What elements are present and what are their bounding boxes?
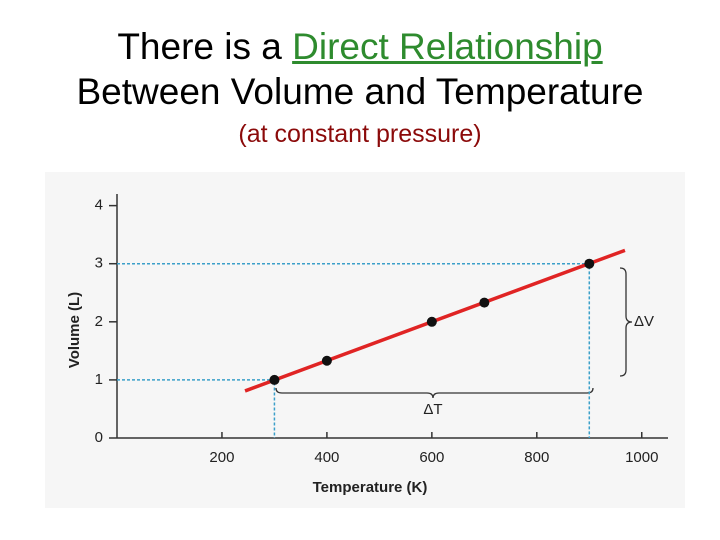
x-axis-label: Temperature (K) — [313, 479, 428, 496]
plot-background — [45, 172, 685, 508]
data-point — [321, 355, 332, 366]
y-tick-label: 1 — [95, 371, 103, 388]
data-point — [269, 374, 280, 385]
title: There is a Direct Relationship Between Vo… — [0, 24, 720, 114]
data-point — [426, 316, 437, 327]
y-tick-label: 0 — [95, 429, 103, 446]
title-text: There is a — [117, 26, 282, 67]
annotation: ΔV — [634, 313, 654, 330]
title-highlight: Direct Relationship — [292, 26, 603, 67]
y-tick-label: 3 — [95, 255, 103, 272]
x-tick-label: 400 — [314, 449, 339, 466]
x-tick-label: 200 — [209, 449, 234, 466]
y-tick-label: 2 — [95, 313, 103, 330]
title-text: Between Volume and Temperature — [76, 71, 644, 112]
y-axis-label: Volume (L) — [66, 292, 83, 368]
x-tick-label: 1000 — [625, 449, 658, 466]
delta-v-brace — [619, 267, 633, 377]
subtitle: (at constant pressure) — [238, 120, 482, 148]
x-tick-label: 600 — [419, 449, 444, 466]
data-point — [584, 258, 595, 269]
y-tick-label: 4 — [95, 197, 103, 214]
x-tick-label: 800 — [524, 449, 549, 466]
annotation: ΔT — [423, 401, 442, 418]
data-point — [479, 297, 490, 308]
